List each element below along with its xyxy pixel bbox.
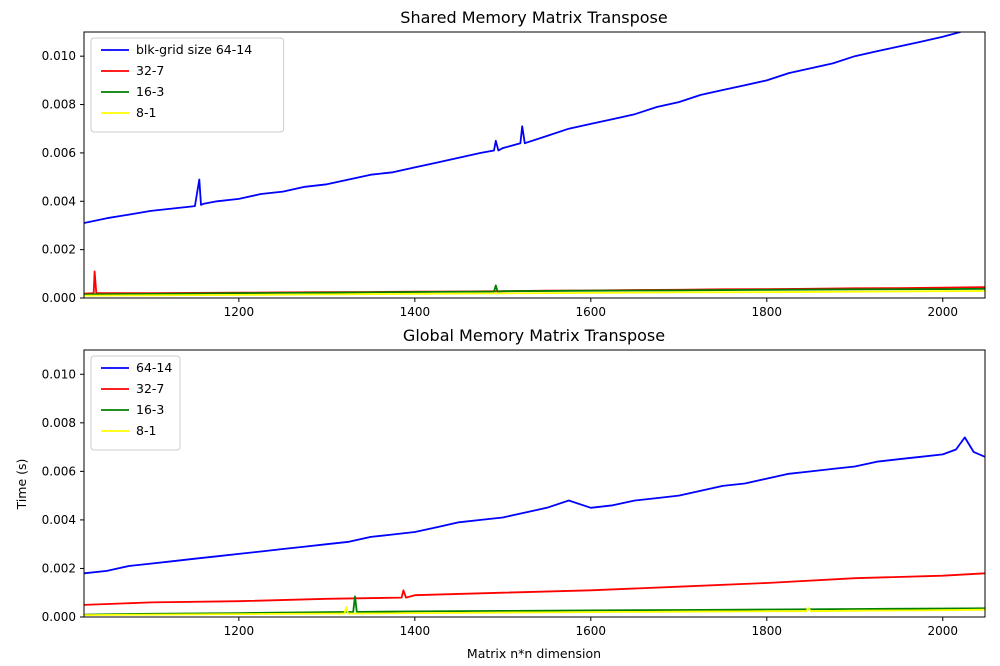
x-tick-label: 1800: [752, 305, 783, 319]
plot-area: 1200 1400 1600 1800 2000 0.000 0.002 0.004 0.006…: [42, 349, 986, 638]
y-tick-label: 0.010: [42, 49, 76, 63]
series-line: [84, 436, 985, 575]
y-tick-label: 0.006: [42, 464, 76, 478]
y-axis-label: Time (s): [14, 459, 29, 511]
x-axis-label: Matrix n*n dimension: [467, 646, 601, 661]
x-tick-label: 1600: [576, 624, 607, 638]
series-line: [84, 606, 985, 616]
legend-entry: blk-grid size 64-14: [136, 42, 252, 57]
x-tick-label: 1200: [224, 624, 255, 638]
series-line: [84, 595, 985, 616]
series-line: [84, 32, 961, 224]
y-tick-label: 0.006: [42, 146, 76, 160]
y-tick-label: 0.010: [42, 367, 76, 381]
legend-entry: 16-3: [136, 402, 164, 417]
y-tick-label: 0.002: [42, 561, 76, 575]
legend-entry: 64-14: [136, 360, 172, 375]
x-tick-label: 2000: [927, 624, 958, 638]
x-tick-label: 2000: [927, 305, 958, 319]
series-line: [84, 290, 985, 297]
chart-title: Global Memory Matrix Transpose: [403, 326, 665, 345]
legend: blk-grid size 64-14 32-7 16-3 8-1: [90, 37, 285, 133]
legend: 64-14 32-7 16-3 8-1: [90, 355, 181, 451]
plot-area: 1200 1400 1600 1800 2000 0.000 0.002 0.004 0.006…: [42, 31, 986, 319]
x-tick-label: 1600: [576, 305, 607, 319]
x-tick-label: 1400: [400, 305, 431, 319]
subplot-global-memory: Global Memory Matrix Transpose 1200 1400 1…: [14, 326, 986, 661]
legend-box: [90, 37, 285, 133]
series-line: [84, 572, 985, 606]
legend-entry: 8-1: [136, 105, 156, 120]
axes-frame: [83, 349, 986, 618]
y-tick-label: 0.000: [42, 610, 76, 624]
legend-entry: 32-7: [136, 381, 164, 396]
axes-frame: [83, 31, 986, 299]
legend-entry: 32-7: [136, 63, 164, 78]
legend-box: [90, 355, 181, 451]
series-line: [84, 284, 985, 296]
chart-title: Shared Memory Matrix Transpose: [400, 8, 667, 27]
y-tick-label: 0.004: [42, 513, 76, 527]
y-tick-label: 0.002: [42, 243, 76, 257]
x-tick-label: 1800: [752, 624, 783, 638]
y-tick-label: 0.008: [42, 98, 76, 112]
legend-entry: 16-3: [136, 84, 164, 99]
y-tick-label: 0.000: [42, 291, 76, 305]
x-tick-label: 1200: [224, 305, 255, 319]
legend-entry: 8-1: [136, 423, 156, 438]
subplot-shared-memory: Shared Memory Matrix Transpose 1200 1400 1…: [42, 8, 986, 319]
y-tick-label: 0.008: [42, 416, 76, 430]
x-tick-label: 1400: [400, 624, 431, 638]
y-tick-label: 0.004: [42, 194, 76, 208]
